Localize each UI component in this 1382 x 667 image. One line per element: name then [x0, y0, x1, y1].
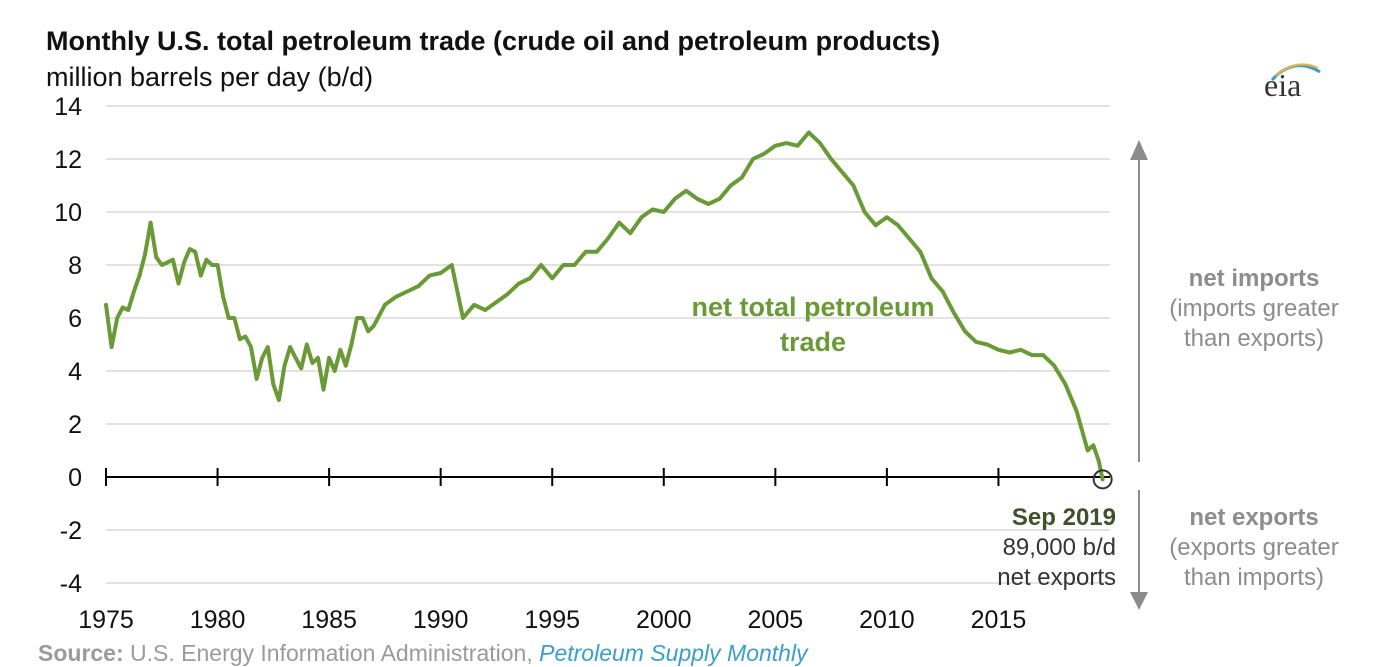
eia-logo: eia	[1264, 63, 1321, 102]
y-tick-labels: 14 12 10 8 6 4 2 0 -2 -4	[54, 93, 82, 598]
series-label: net total petroleum trade	[691, 292, 935, 357]
y-tick-label: 12	[54, 146, 82, 174]
y-tick-label: 10	[54, 199, 82, 227]
direction-arrows	[1130, 140, 1148, 610]
net-imports-label: net imports (imports greater than export…	[1156, 264, 1352, 354]
x-tick-label: 2010	[859, 606, 915, 634]
y-tick-label: 8	[68, 252, 82, 280]
annotation-value: 89,000 b/d	[1002, 534, 1116, 561]
x-tick-labels: 1975 1980 1985 1990 1995 2000 2005 2010 2015	[78, 606, 1026, 634]
y-tick-label: 14	[54, 93, 82, 121]
net-exports-label: net exports (exports greater than import…	[1156, 503, 1352, 593]
net-exports-head: net exports	[1189, 504, 1319, 531]
sep-2019-annotation: Sep 2019 89,000 b/d net exports	[940, 503, 1116, 593]
grid-lines	[106, 105, 1110, 584]
x-tick-label: 1980	[190, 606, 246, 634]
series-line	[104, 130, 1105, 482]
eia-logo-text: eia	[1264, 67, 1301, 102]
y-tick-label: 2	[68, 411, 82, 439]
y-tick-label: -2	[60, 517, 82, 545]
y-tick-label: -4	[60, 570, 82, 598]
x-tick-label: 1975	[78, 606, 134, 634]
y-tick-label: 6	[68, 305, 82, 333]
net-exports-line1: (exports greater	[1169, 534, 1339, 561]
zero-axis	[105, 468, 1110, 486]
chart-subtitle: million barrels per day (b/d)	[46, 62, 374, 92]
x-tick-label: 1990	[413, 606, 469, 634]
net-imports-line2: than exports)	[1183, 325, 1325, 352]
source-publication-link[interactable]: Petroleum Supply Monthly	[539, 640, 808, 666]
series-group	[104, 130, 1113, 490]
x-tick-label: 1985	[301, 606, 357, 634]
annotation-desc: net exports	[997, 564, 1116, 591]
x-tick-label: 2015	[971, 606, 1027, 634]
source-text: U.S. Energy Information Administration,	[123, 640, 540, 666]
x-tick-label: 2005	[748, 606, 804, 634]
chart-title: Monthly U.S. total petroleum trade (crud…	[46, 26, 941, 56]
y-tick-label: 4	[68, 358, 82, 386]
imports-arrow-head	[1130, 140, 1148, 160]
x-tick-label: 1995	[524, 606, 580, 634]
net-exports-line2: than imports)	[1183, 564, 1325, 591]
annotation-date: Sep 2019	[1011, 504, 1116, 531]
net-imports-head: net imports	[1188, 265, 1320, 292]
net-imports-line1: (imports greater	[1169, 295, 1339, 322]
y-tick-label: 0	[68, 464, 82, 492]
x-tick-label: 2000	[636, 606, 692, 634]
exports-arrow-head	[1130, 592, 1148, 610]
source-note: Source: U.S. Energy Information Administ…	[38, 640, 808, 667]
source-label: Source:	[38, 640, 124, 666]
latest-point-marker	[1092, 469, 1113, 490]
